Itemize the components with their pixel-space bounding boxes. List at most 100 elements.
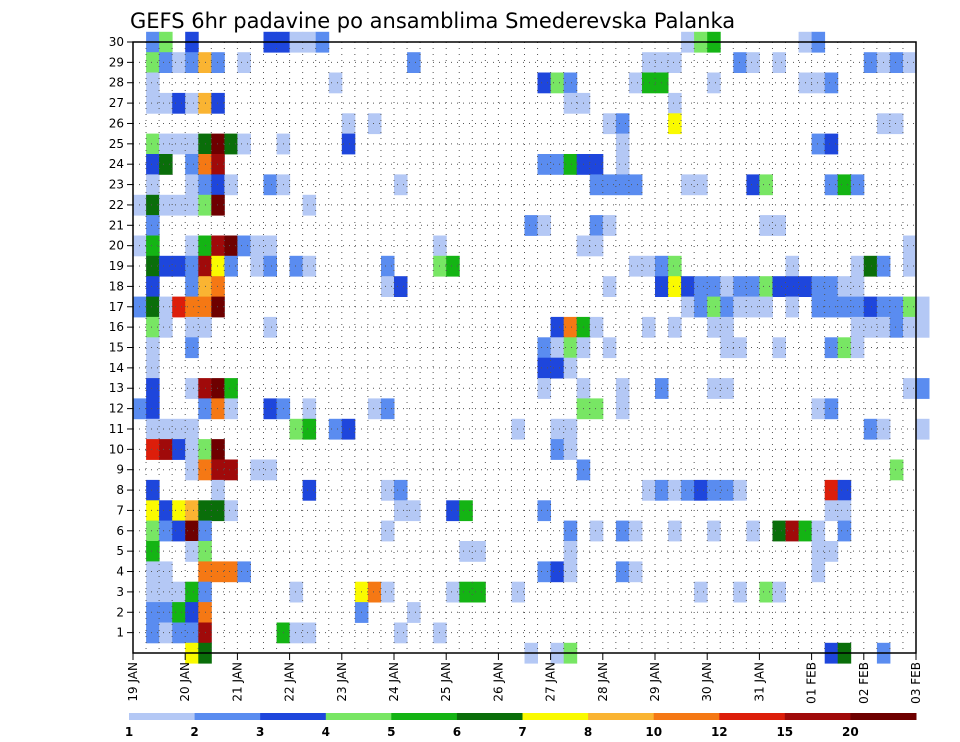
heatmap-cells: [133, 31, 930, 664]
heatmap-cell: [211, 194, 225, 216]
heatmap-cell: [824, 276, 839, 297]
heatmap-cell: [824, 541, 839, 562]
heatmap-cell: [172, 602, 186, 623]
heatmap-cell: [811, 398, 826, 420]
heatmap-cell: [642, 255, 656, 277]
y-tick-label: 26: [109, 116, 124, 130]
heatmap-cell: [185, 133, 199, 155]
legend-label: 20: [842, 725, 859, 739]
x-tick-label: 02 FEB: [857, 662, 871, 704]
heatmap-cell: [681, 276, 695, 297]
heatmap-cell: [916, 316, 930, 338]
heatmap-cell: [550, 154, 565, 175]
heatmap-cell: [511, 581, 525, 603]
heatmap-cell: [785, 520, 799, 542]
heatmap-cell: [146, 92, 160, 114]
heatmap-cell: [146, 133, 160, 155]
heatmap-cell: [341, 113, 356, 135]
heatmap-cell: [550, 316, 565, 338]
legend-swatch: [784, 713, 851, 720]
legend-label: 15: [776, 725, 793, 739]
heatmap-cell: [302, 255, 317, 277]
legend-swatch: [456, 713, 523, 720]
heatmap-cell: [537, 561, 551, 583]
heatmap-cell: [172, 500, 186, 522]
heatmap-cell: [550, 357, 565, 379]
legend-label: 1: [125, 725, 133, 739]
heatmap-cell: [185, 154, 199, 175]
heatmap-cell: [172, 296, 186, 318]
heatmap-cell: [746, 276, 760, 297]
heatmap-cell: [563, 561, 578, 583]
heatmap-cell: [824, 174, 839, 196]
heatmap-cell: [824, 133, 839, 155]
heatmap-cell: [211, 174, 225, 196]
heatmap-cell: [146, 255, 160, 277]
heatmap-cell: [642, 52, 656, 73]
heatmap-cell: [642, 479, 656, 501]
heatmap-cell: [289, 255, 304, 277]
heatmap-cell: [772, 276, 786, 297]
heatmap-cell: [850, 296, 865, 318]
heatmap-cell: [563, 418, 578, 440]
x-tick-label: 29 JAN: [648, 662, 662, 702]
heatmap-cell: [772, 52, 786, 73]
y-tick-label: 19: [109, 259, 124, 273]
legend-label: 7: [518, 725, 526, 739]
chart-title: GEFS 6hr padavine po ansamblima Smederev…: [130, 9, 735, 33]
y-tick-label: 16: [109, 320, 124, 334]
heatmap-cell: [628, 561, 643, 583]
heatmap-cell: [146, 520, 160, 542]
heatmap-cell: [850, 276, 865, 297]
heatmap-cell: [185, 296, 199, 318]
heatmap-cell: [289, 622, 304, 644]
heatmap-cell: [615, 520, 630, 542]
color-legend: 1 2 3 4 5 6 7 8 10 12 15 20: [125, 713, 917, 739]
heatmap-cell: [863, 255, 878, 277]
heatmap-cell: [146, 581, 160, 603]
heatmap-cell: [668, 255, 682, 277]
y-tick-label: 10: [109, 442, 124, 456]
heatmap-cell: [146, 337, 160, 359]
heatmap-cell: [211, 561, 225, 583]
heatmap-cell: [211, 92, 225, 114]
heatmap-cell: [785, 276, 799, 297]
heatmap-cell: [537, 500, 551, 522]
heatmap-cell: [224, 174, 238, 196]
heatmap-cell: [146, 235, 160, 257]
heatmap-cell: [759, 276, 773, 297]
heatmap-cell: [146, 316, 160, 338]
heatmap-cell: [185, 174, 199, 196]
y-tick-label: 9: [116, 463, 124, 477]
heatmap-cell: [172, 194, 186, 216]
legend-label: 10: [645, 725, 662, 739]
heatmap-cell: [550, 72, 565, 94]
heatmap-cell: [185, 255, 199, 277]
heatmap-cell: [694, 276, 708, 297]
heatmap-cell: [146, 378, 160, 399]
heatmap-cell: [250, 459, 264, 481]
heatmap-cell: [146, 398, 160, 420]
heatmap-cell: [707, 316, 721, 338]
y-tick-label: 15: [109, 341, 124, 355]
heatmap-cell: [394, 276, 408, 297]
heatmap-cell: [563, 439, 578, 460]
heatmap-cell: [224, 500, 238, 522]
heatmap-cell: [602, 276, 617, 297]
legend-swatch: [391, 713, 458, 720]
heatmap-cell: [394, 479, 408, 501]
heatmap-cell: [615, 113, 630, 135]
heatmap-cell: [628, 174, 643, 196]
x-tick-label: 24 JAN: [387, 662, 401, 702]
heatmap-cell: [903, 235, 917, 257]
heatmap-cell: [224, 561, 238, 583]
heatmap-cell: [263, 255, 277, 277]
heatmap-cell: [615, 561, 630, 583]
heatmap-cell: [302, 194, 317, 216]
heatmap-cell: [694, 174, 708, 196]
heatmap-cell: [146, 72, 160, 94]
heatmap-cell: [381, 581, 395, 603]
legend-swatch: [129, 713, 196, 720]
heatmap-cell: [889, 113, 904, 135]
